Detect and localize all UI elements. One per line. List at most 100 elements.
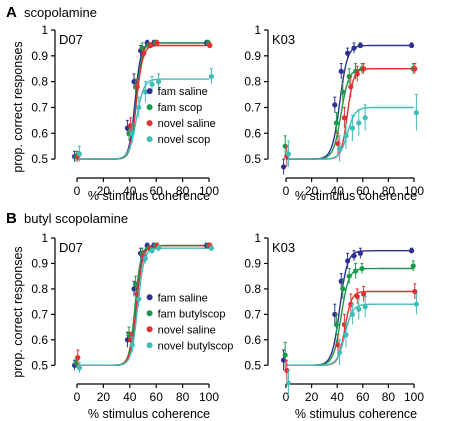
data-point [340,89,346,95]
panel-label: D07 [59,240,83,255]
data-point [129,342,135,348]
data-point [345,50,351,56]
data-point [410,263,416,269]
x-tick-label: 60 [356,184,370,198]
fit-curve [77,78,209,160]
data-point [333,321,339,328]
legend-marker [146,88,153,95]
panel-label: D07 [59,32,83,47]
x-tick-label: 0 [74,184,81,198]
y-tick-label: 0.7 [244,100,261,114]
y-tick-label: 0.8 [244,75,261,89]
x-axis-label: % stimulus coherence [88,189,210,203]
data-point [285,380,291,386]
data-point [156,245,162,251]
y-tick-label: 0.5 [244,358,261,372]
data-point [354,293,360,300]
data-point [409,42,415,49]
data-point [409,248,415,254]
panel-label: K03 [272,32,295,47]
data-point [348,84,354,90]
y-tick-label: 0.5 [31,358,48,372]
x-tick-label: 20 [97,390,111,404]
chart-panel-a-d07: 1 0.5 0.6 0.7 0.8 0.9 0 20 40 60 80 100% stimulus c… [31,23,219,203]
data-point [337,349,343,356]
fit-curve [286,68,414,160]
legend-label: novel scop [158,134,211,146]
x-tick-label: 40 [123,184,137,198]
y-tick-label: 0.8 [244,282,261,296]
legend-marker [146,104,153,111]
legend-marker [146,310,153,317]
data-point [285,151,291,157]
x-axis-label: % stimulus coherence [295,407,417,421]
data-point [354,71,360,77]
legend-marker [146,326,153,333]
data-point [345,258,351,264]
y-tick-label: 1 [254,231,261,245]
data-point [133,281,139,287]
data-point [129,130,135,136]
x-tick-label: 60 [150,184,164,198]
y-tick-label: 0.9 [244,49,261,63]
data-point [356,120,362,126]
data-point [351,253,357,259]
section-letter-a: A [6,4,17,21]
data-point [332,102,338,108]
data-point [136,296,142,302]
x-tick-label: 20 [305,184,319,198]
data-point [343,332,349,338]
data-point [338,68,344,74]
y-tick-label: 0.8 [31,75,48,89]
data-point [361,66,367,72]
data-point [353,268,359,274]
x-tick-label: 40 [331,390,345,404]
data-point [362,115,368,121]
data-point [142,255,148,261]
y-tick-label: 0.5 [244,152,261,166]
fit-curve [286,303,414,366]
y-tick-label: 1 [41,231,48,245]
x-tick-label: 60 [150,390,164,404]
section-letter-b: B [6,210,17,227]
data-point [362,304,368,310]
x-tick-label: 80 [176,184,190,198]
data-point [208,245,214,251]
legend-marker [146,294,153,301]
data-point [357,42,363,49]
x-tick-label: 100 [199,390,219,404]
y-axis-label-a: prop. correct responses [11,41,25,172]
y-tick-label: 0.6 [31,333,48,347]
x-tick-label: 100 [404,184,424,198]
y-tick-label: 0.7 [244,307,261,321]
x-axis-label: % stimulus coherence [88,407,210,421]
data-point [413,301,419,307]
y-tick-label: 0.9 [244,256,261,270]
data-point [413,110,419,116]
data-point [356,306,362,312]
y-tick-label: 0.6 [31,126,48,140]
x-tick-label: 20 [305,390,319,404]
data-point [207,42,213,49]
legend-label: fam saline [158,292,208,304]
x-tick-label: 80 [382,390,396,404]
chart-panel-a-k03: 1 0.5 0.6 0.7 0.8 0.9 0 20 40 60 80 100% stimulus c… [244,23,424,203]
y-tick-label: 0.9 [31,256,48,270]
data-point [340,286,346,292]
data-point [412,66,418,72]
section-title-b: butyl scopolamine [24,211,128,226]
y-tick-label: 0.7 [31,307,48,321]
x-tick-label: 40 [331,184,345,198]
data-point [75,355,81,361]
legend-marker [146,136,153,143]
data-point [351,45,357,51]
y-tick-label: 1 [41,23,48,37]
y-tick-label: 0.8 [31,282,48,296]
data-point [281,164,287,170]
x-tick-label: 100 [199,184,219,198]
data-point [337,146,343,152]
data-point [134,84,140,90]
data-point [333,120,339,126]
y-tick-label: 0.5 [31,152,48,166]
